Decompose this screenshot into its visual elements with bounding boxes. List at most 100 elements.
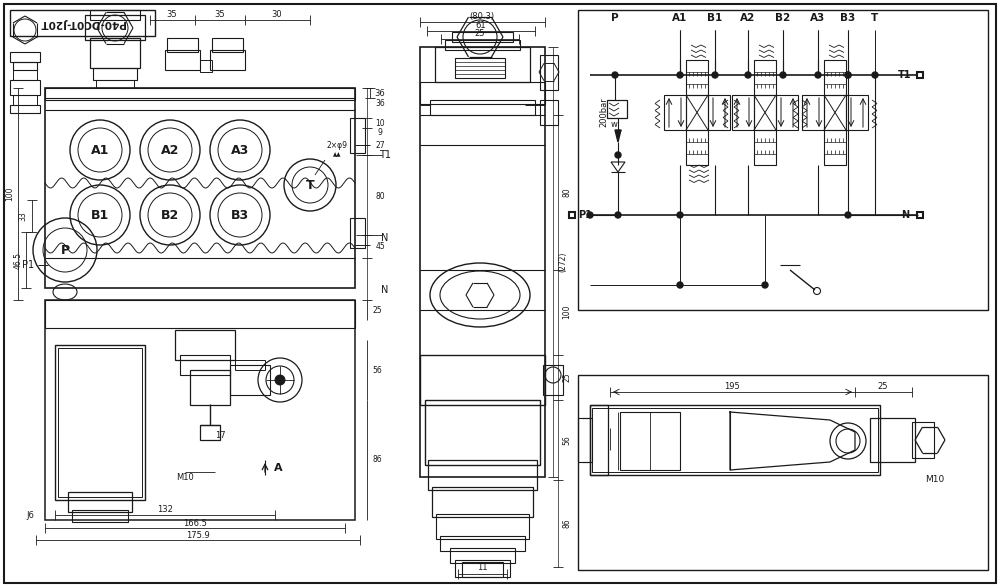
Bar <box>543 365 563 395</box>
Bar <box>686 130 708 165</box>
Bar <box>620 412 680 470</box>
Circle shape <box>615 212 621 218</box>
Text: 195: 195 <box>724 382 740 390</box>
Bar <box>686 60 708 95</box>
Bar <box>455 560 510 577</box>
Text: 36: 36 <box>375 89 385 97</box>
Text: P1: P1 <box>22 260 34 270</box>
Bar <box>180 355 230 375</box>
Circle shape <box>845 72 851 78</box>
Bar <box>200 60 212 72</box>
Text: 80: 80 <box>375 191 385 201</box>
Polygon shape <box>611 162 625 172</box>
Bar <box>452 32 513 42</box>
Text: 100: 100 <box>562 305 572 319</box>
Text: 100: 100 <box>6 187 15 201</box>
Text: T: T <box>306 178 314 191</box>
Bar <box>420 82 545 104</box>
Text: 166.5: 166.5 <box>183 518 207 528</box>
Text: N: N <box>901 210 909 220</box>
Circle shape <box>275 375 285 385</box>
Polygon shape <box>615 130 621 142</box>
Bar <box>540 100 558 125</box>
Text: M10: M10 <box>925 475 945 484</box>
Text: A: A <box>274 463 282 473</box>
Text: T1: T1 <box>379 150 391 160</box>
Bar <box>754 130 776 165</box>
Bar <box>210 50 245 70</box>
Bar <box>824 130 846 165</box>
Text: 86: 86 <box>562 518 572 528</box>
Text: 35: 35 <box>167 9 177 19</box>
Circle shape <box>677 72 683 78</box>
Bar <box>440 536 525 551</box>
Bar <box>425 400 540 465</box>
Text: P40-DC0T-J20T: P40-DC0T-J20T <box>39 18 125 28</box>
Text: A3: A3 <box>231 143 249 157</box>
Circle shape <box>677 282 683 288</box>
Bar <box>432 487 533 517</box>
Text: 45: 45 <box>375 241 385 251</box>
Bar <box>96 80 134 88</box>
Bar <box>754 95 776 130</box>
Bar <box>445 40 520 50</box>
Text: T: T <box>871 13 879 23</box>
Bar <box>167 38 198 52</box>
Circle shape <box>712 72 718 78</box>
Circle shape <box>587 212 593 218</box>
Text: J6: J6 <box>26 511 34 519</box>
Text: B3: B3 <box>231 208 249 221</box>
Bar <box>824 60 846 95</box>
Bar <box>45 88 355 288</box>
Text: w: w <box>611 120 617 129</box>
Text: 2×φ9: 2×φ9 <box>327 140 348 150</box>
Bar <box>754 60 776 95</box>
Bar <box>90 10 140 20</box>
Bar <box>350 118 365 153</box>
Bar <box>592 408 878 472</box>
Text: T1: T1 <box>898 70 912 80</box>
Bar <box>45 88 355 100</box>
Bar <box>607 100 627 118</box>
Bar <box>686 95 708 130</box>
Text: B1: B1 <box>91 208 109 221</box>
Bar <box>578 418 592 462</box>
Bar <box>58 348 142 497</box>
Circle shape <box>615 152 621 158</box>
Circle shape <box>745 72 751 78</box>
Text: 30: 30 <box>272 9 282 19</box>
Bar <box>435 47 530 82</box>
Bar <box>235 360 265 370</box>
Text: 200bar: 200bar <box>600 97 608 127</box>
Bar <box>190 370 230 405</box>
Text: 61: 61 <box>476 21 486 29</box>
Text: 9: 9 <box>378 127 382 137</box>
Bar <box>590 405 608 475</box>
Text: 132: 132 <box>157 505 173 514</box>
Bar <box>578 10 988 310</box>
Bar <box>350 218 365 248</box>
Text: N: N <box>381 285 389 295</box>
Text: 46.5: 46.5 <box>14 251 23 268</box>
Bar <box>428 460 537 490</box>
Circle shape <box>845 212 851 218</box>
Text: P1: P1 <box>578 210 592 220</box>
Bar <box>912 422 934 458</box>
Text: 25: 25 <box>562 372 572 382</box>
Bar <box>436 514 529 539</box>
Bar <box>455 58 505 78</box>
Text: 56: 56 <box>372 366 382 375</box>
Text: P: P <box>611 13 619 23</box>
Text: (272): (272) <box>558 252 568 272</box>
Circle shape <box>845 72 851 78</box>
Bar <box>45 300 355 328</box>
Bar <box>45 300 355 520</box>
Text: A1: A1 <box>91 143 109 157</box>
Bar <box>13 95 37 105</box>
Text: 36: 36 <box>375 99 385 107</box>
Bar <box>870 418 915 462</box>
Text: 17: 17 <box>215 430 225 440</box>
Circle shape <box>780 72 786 78</box>
Bar <box>802 95 824 130</box>
Bar <box>10 52 40 62</box>
